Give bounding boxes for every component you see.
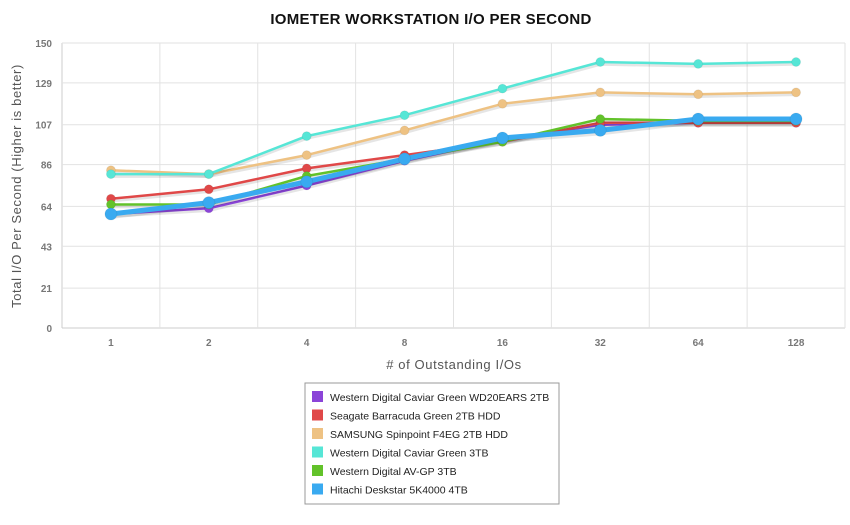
legend: Western Digital Caviar Green WD20EARS 2T… (304, 382, 560, 505)
x-tick-label: 16 (497, 338, 509, 349)
data-point (399, 125, 410, 136)
x-tick-label: 64 (693, 338, 705, 349)
series-6 (104, 112, 803, 221)
y-tick-label: 107 (35, 121, 52, 132)
data-point (595, 87, 606, 98)
y-tick-label: 43 (41, 242, 53, 253)
data-point (595, 114, 606, 124)
x-tick-label: 2 (206, 338, 212, 349)
y-axis-label: Total I/O Per Second (Higher is better) (9, 64, 24, 308)
legend-swatch (312, 446, 323, 458)
series-line-shadow (110, 123, 797, 218)
series-line (109, 60, 798, 176)
x-axis-ticks: 1 2 4 8 16 32 64 128 (108, 338, 805, 349)
chart-title: IOMETER WORKSTATION I/O PER SECOND (270, 11, 591, 28)
data-point (791, 57, 802, 67)
x-tick-label: 4 (304, 338, 310, 349)
data-point (593, 123, 607, 137)
series-line-shadow (110, 92, 797, 178)
data-point (693, 89, 704, 100)
legend-swatch (312, 409, 323, 421)
y-tick-label: 129 (35, 79, 52, 90)
legend-swatch (312, 428, 323, 439)
data-point (791, 87, 802, 98)
gridlines (61, 42, 846, 329)
series-line (109, 91, 798, 176)
y-tick-label: 64 (41, 202, 53, 213)
x-tick-label: 128 (788, 338, 805, 349)
legend-label: Western Digital Caviar Green WD20EARS 2T… (330, 392, 549, 404)
data-point (398, 152, 412, 166)
y-axis-ticks: 0 21 43 64 86 107 129 150 (35, 39, 52, 335)
series-lines (104, 57, 803, 221)
y-tick-label: 86 (41, 161, 53, 172)
x-axis-label: # of Outstanding I/Os (386, 357, 521, 372)
data-point (495, 131, 509, 145)
series-4 (105, 57, 802, 180)
legend-swatch (312, 483, 323, 495)
data-point (497, 83, 508, 94)
x-tick-label: 8 (402, 338, 408, 349)
series-line-shadow (110, 62, 797, 178)
legend-swatch (312, 391, 323, 402)
data-point (693, 58, 704, 69)
y-tick-label: 150 (35, 39, 52, 50)
data-point (203, 169, 214, 180)
legend-swatch (312, 465, 323, 476)
data-point (105, 169, 116, 180)
legend-label: SAMSUNG Spinpoint F4EG 2TB HDD (330, 429, 508, 441)
data-point (301, 131, 312, 142)
legend-box (304, 382, 560, 505)
data-point (789, 112, 803, 126)
data-point (300, 175, 314, 189)
series-line (108, 116, 799, 217)
legend-label: Western Digital Caviar Green 3TB (330, 448, 489, 460)
y-tick-label: 21 (41, 284, 53, 295)
legend-label: Western Digital AV-GP 3TB (330, 466, 457, 478)
data-point (301, 150, 312, 161)
x-tick-label: 32 (595, 338, 607, 349)
data-point (595, 57, 606, 67)
data-point (202, 196, 216, 210)
data-point (497, 98, 508, 109)
legend-label: Hitachi Deskstar 5K4000 4TB (330, 485, 468, 497)
data-point (104, 207, 118, 221)
y-tick-label: 0 (46, 324, 52, 335)
data-point (399, 110, 410, 121)
legend-label: Seagate Barracuda Green 2TB HDD (330, 411, 501, 423)
data-point (203, 184, 214, 195)
x-tick-label: 1 (108, 338, 114, 349)
data-point (691, 112, 705, 126)
